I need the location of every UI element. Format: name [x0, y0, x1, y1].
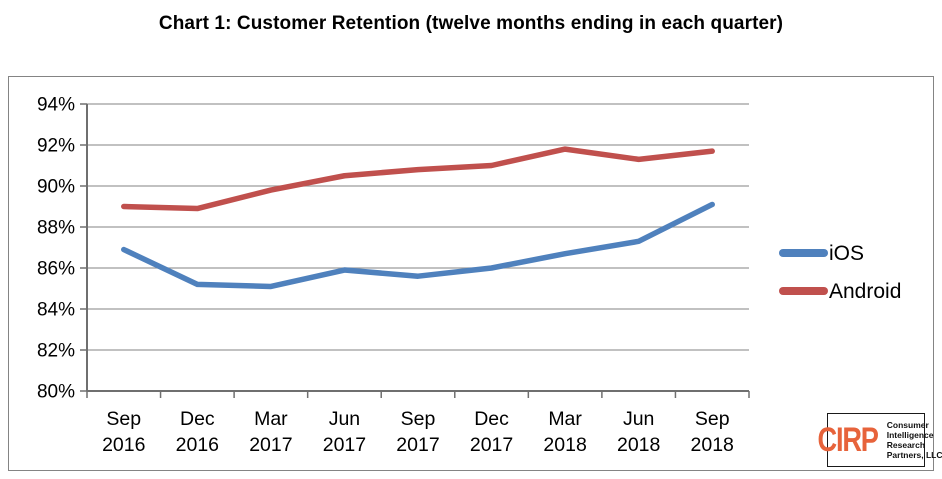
- y-axis-label: 80%: [37, 382, 75, 403]
- y-axis-label: 94%: [37, 95, 75, 116]
- x-axis-label-year: 2017: [396, 434, 439, 456]
- series-line-ios: [121, 201, 715, 290]
- android-line-swatch: [779, 287, 828, 295]
- retention-line-chart: 80% 82% 84% 86% 88% 90% 92% 94% Sep 2016 Dec 2016 Ma…: [37, 95, 750, 456]
- ios-line-swatch: [779, 249, 828, 257]
- chart-frame: 80% 82% 84% 86% 88% 90% 92% 94% Sep 2016 Dec 2016 Ma…: [8, 76, 942, 471]
- y-axis-label: 84%: [37, 300, 75, 321]
- legend-item-android: Android: [779, 278, 901, 304]
- legend-label-ios: iOS: [829, 241, 865, 265]
- x-axis-label-month: Sep: [106, 408, 141, 430]
- x-axis-label-year: 2018: [617, 434, 660, 456]
- y-axis-label: 86%: [37, 259, 75, 280]
- series-line-android: [121, 146, 715, 212]
- cirp-logo-line-2: Intelligence: [886, 429, 934, 440]
- x-axis-label-month: Dec: [180, 408, 215, 430]
- x-axis-label-month: Jun: [623, 408, 654, 430]
- y-axis-label: 92%: [37, 136, 75, 157]
- x-axis-label-month: Mar: [254, 408, 288, 430]
- page-title: Chart 1: Customer Retention (twelve mont…: [158, 13, 784, 34]
- x-axis-label-year: 2017: [323, 434, 366, 456]
- x-axis-label-month: Sep: [401, 408, 436, 430]
- legend-item-ios: iOS: [779, 240, 901, 266]
- x-axis-label-year: 2017: [470, 434, 513, 456]
- x-axis-label-month: Mar: [548, 408, 582, 430]
- x-axis-label-year: 2016: [176, 434, 219, 456]
- y-axis-label: 90%: [37, 177, 75, 198]
- cirp-logo-line-1: Consumer: [886, 419, 929, 430]
- cirp-logo-text: Consumer Intelligence Research Partners,…: [887, 420, 942, 461]
- x-axis-label-year: 2016: [102, 434, 145, 456]
- legend-label-android: Android: [829, 279, 902, 303]
- x-axis-label-month: Dec: [474, 408, 509, 430]
- y-axis-label: 82%: [37, 341, 75, 362]
- cirp-logo-line-3: Research: [886, 440, 926, 450]
- legend: iOS Android: [779, 240, 901, 316]
- x-axis-label-year: 2017: [249, 434, 292, 456]
- x-axis-label-month: Sep: [695, 408, 730, 430]
- cirp-logo: CIRP Consumer Intelligence Research Part…: [817, 413, 942, 467]
- cirp-logo-abbr: CIRP: [817, 420, 878, 459]
- x-axis-label-month: Jun: [329, 408, 360, 430]
- x-axis-label-year: 2018: [691, 434, 734, 456]
- x-axis-label-year: 2018: [543, 434, 586, 456]
- y-axis-label: 88%: [37, 218, 75, 239]
- cirp-logo-line-4: Partners, LLC: [886, 450, 942, 461]
